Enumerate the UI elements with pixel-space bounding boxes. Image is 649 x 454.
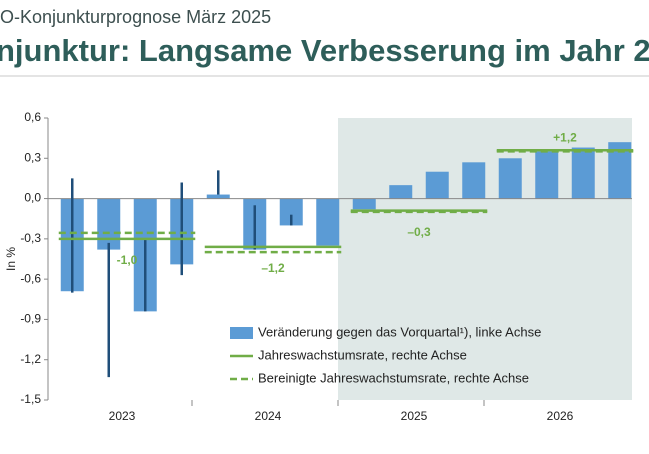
y-tick-label: -1,5 bbox=[20, 392, 41, 406]
y-tick-label: -0,6 bbox=[20, 271, 41, 285]
value-label: –1,2 bbox=[261, 261, 285, 275]
y-tick-label: 0,3 bbox=[24, 150, 41, 164]
x-tick-label: 2025 bbox=[401, 409, 428, 423]
y-tick-label: -0,3 bbox=[20, 231, 41, 245]
bar bbox=[316, 198, 340, 246]
x-tick-label: 2024 bbox=[255, 409, 282, 423]
value-label: –0,3 bbox=[407, 225, 431, 239]
bar bbox=[608, 142, 632, 199]
value-label: +1,2 bbox=[553, 130, 577, 144]
bar bbox=[97, 198, 121, 250]
legend-label: Jahreswachstumsrate, rechte Achse bbox=[258, 347, 467, 362]
plot: 0,6 0,3 0,0 -0,3 -0,6 -0,9 -1,2 -1,5 In % 2023 202… bbox=[4, 110, 634, 423]
subtitle: O-Konjunkturprognose März 2025 bbox=[0, 7, 271, 27]
x-tick-label: 2023 bbox=[109, 409, 136, 423]
legend-swatch bbox=[230, 327, 253, 339]
value-label: -1,0 bbox=[117, 253, 138, 267]
bar bbox=[279, 198, 303, 226]
bar bbox=[352, 198, 376, 210]
bar bbox=[389, 185, 413, 199]
legend-label: Bereinigte Jahreswachstumsrate, rechte A… bbox=[258, 370, 529, 385]
x-tick-label: 2026 bbox=[547, 409, 574, 423]
bar bbox=[498, 158, 522, 199]
y-tick-label: 0,0 bbox=[24, 191, 41, 205]
y-tick-label: 0,6 bbox=[24, 110, 41, 124]
bar bbox=[462, 162, 486, 199]
y-tick-label: -0,9 bbox=[20, 312, 41, 326]
bar bbox=[571, 147, 595, 199]
bar bbox=[535, 151, 559, 199]
bar bbox=[425, 171, 449, 199]
y-tick-label: -1,2 bbox=[20, 352, 41, 366]
title: njunktur: Langsame Verbesserung im Jahr … bbox=[0, 33, 649, 68]
y-axis-label: In % bbox=[4, 247, 18, 271]
bar bbox=[206, 194, 230, 199]
legend-label: Veränderung gegen das Vorquartal¹), link… bbox=[258, 324, 541, 339]
